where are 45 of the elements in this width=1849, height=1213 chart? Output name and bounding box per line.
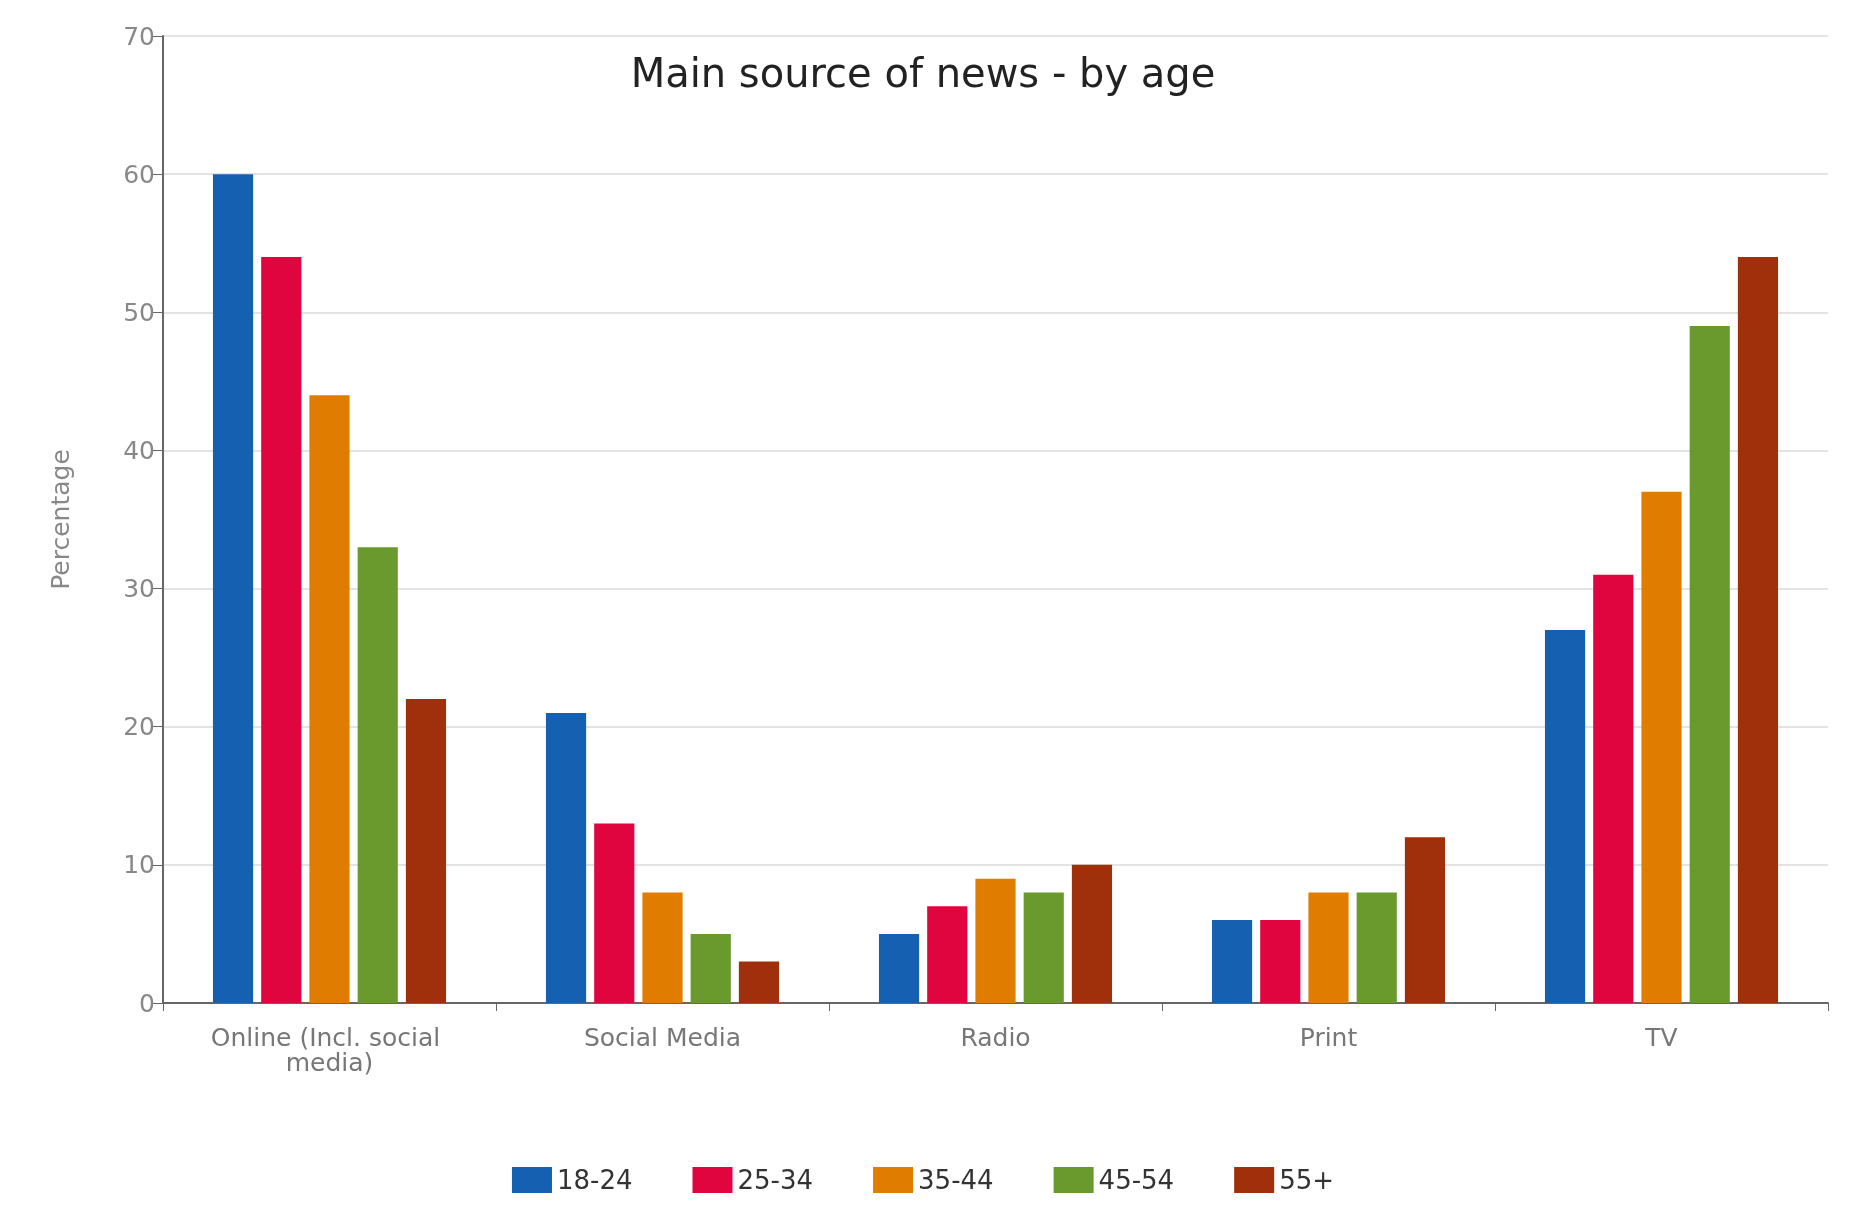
- y-tick-label: 70: [123, 21, 155, 51]
- bar: [1641, 491, 1682, 1003]
- bar: [738, 961, 780, 1003]
- x-tick-label: Radio: [960, 1023, 1031, 1052]
- bar: [594, 823, 635, 1003]
- y-tick-label: 50: [123, 297, 155, 327]
- legend-label: 35-44: [918, 1165, 994, 1195]
- bar: [1593, 574, 1634, 1003]
- bar: [261, 257, 302, 1003]
- bar: [975, 878, 1016, 1003]
- bar: [1404, 837, 1446, 1003]
- legend-label: 45-54: [1098, 1165, 1175, 1195]
- bar: [1356, 892, 1397, 1003]
- legend-label: 18-24: [556, 1165, 633, 1195]
- x-tick-label: Print: [1299, 1023, 1358, 1052]
- bar: [1260, 920, 1301, 1003]
- bar: [1211, 920, 1253, 1003]
- bar: [878, 933, 920, 1003]
- bar: [1689, 326, 1730, 1003]
- y-tick-label: 20: [123, 712, 155, 742]
- y-tick-label: 10: [123, 850, 155, 880]
- bar: [1023, 892, 1064, 1003]
- bar: [1071, 864, 1113, 1003]
- x-tick-label: Social Media: [583, 1023, 742, 1052]
- y-tick-label: 30: [123, 574, 155, 604]
- y-tick-label: 0: [139, 988, 155, 1018]
- y-tick-label: 40: [123, 435, 155, 465]
- legend-label: 55+: [1279, 1165, 1335, 1195]
- x-tick-label: Online (Incl. social media): [210, 1023, 449, 1077]
- chart-title: Main source of news - by age: [630, 50, 1216, 96]
- bar: [690, 933, 731, 1003]
- bar: [212, 174, 254, 1003]
- bar: [357, 547, 398, 1003]
- bar: [927, 906, 968, 1003]
- bar: [1308, 892, 1349, 1003]
- bar: [309, 395, 350, 1003]
- y-axis-title: Percentage: [46, 449, 75, 590]
- bar: [405, 699, 447, 1003]
- x-tick-label: TV: [1644, 1023, 1678, 1052]
- legend-label: 25-34: [737, 1165, 814, 1195]
- bar: [545, 712, 587, 1003]
- bar: [1544, 630, 1586, 1003]
- y-tick-label: 60: [123, 159, 155, 189]
- bar: [642, 892, 683, 1003]
- bar: [1737, 257, 1779, 1003]
